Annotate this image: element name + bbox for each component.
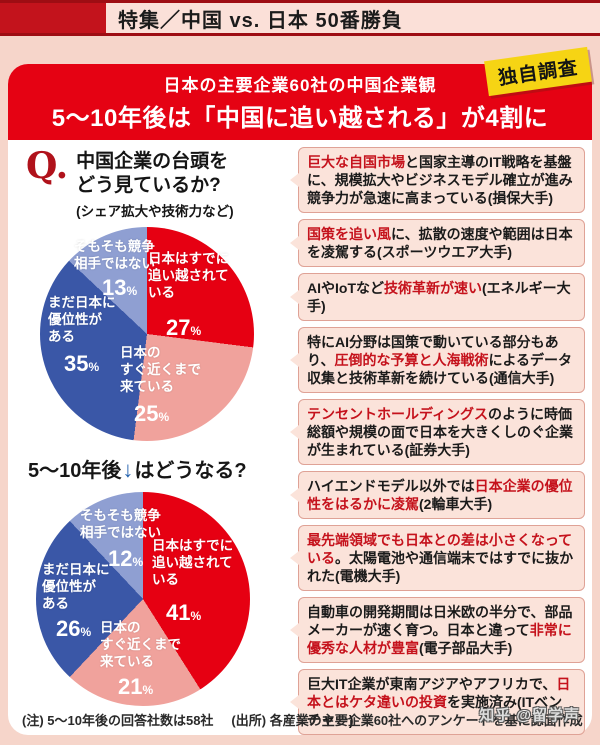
pie-slice-percent: 13% [102, 275, 138, 300]
callout-bubble: ハイエンドモデル以外では日本企業の優位性をはるかに凌駕(2輪車大手) [290, 471, 585, 519]
pie-slice-label: 日本の すぐ近くまで 来ている [120, 345, 201, 394]
future-heading-pre: 5〜10年後 [28, 460, 122, 482]
banner-subtitle: 日本の主要企業60社の中国企業観 [163, 76, 437, 95]
callout-list: 巨大な自国市場と国家主導のIT戦略を基盤に、規模拡大やビジネスモデル確立が進み競… [290, 147, 585, 741]
question-block: Q. 中国企業の台頭を どう見ているか? (シェア拡大や技術力など) [26, 148, 296, 220]
callout-text: のように時価総額や規模の面で日本を大きくしのぐ企業が生まれている [307, 406, 573, 458]
question-line2: どう見ているか? [76, 174, 221, 196]
callout-tail [290, 623, 299, 637]
callout-tail [290, 236, 299, 250]
footer-note-left: (注) 5〜10年後の回答社数は58社 [22, 713, 214, 728]
pie-slice-percent: 27% [166, 315, 202, 340]
callout-text: (証券大手) [404, 442, 470, 458]
future-heading-post: はどうなる? [134, 460, 247, 482]
question-mark: Q. [26, 145, 69, 187]
callout-highlight-text: 非常に優秀な人材が豊富 [307, 622, 572, 656]
pie-slice-label: 日本はすでに 追い越されて いる [152, 538, 234, 587]
callout-text: と国家主導のIT戦略を基盤に、規模拡大やビジネスモデル確立が進み競争力が急速に高… [307, 154, 573, 206]
future-heading: 5〜10年後↓はどうなる? [28, 454, 298, 483]
callout-text: に、拡散の速度や範囲は日本を凌駕する [307, 226, 573, 260]
pie-slice-label: 日本の すぐ近くまで 来ている [100, 620, 181, 669]
callout-tail [290, 425, 299, 439]
callout-text: を実施済み [447, 694, 517, 710]
callout-highlight-text: 日本企業の優位性をはるかに凌駕 [307, 478, 573, 512]
callout-text: (通信大手) [489, 370, 555, 386]
callout-text: (損保大手) [487, 190, 554, 206]
callout-text: (電機大手) [335, 568, 401, 584]
pie-chart-current: 日本はすでに 追い越されて いる 27% 日本の すぐ近くまで 来ている 25% まだ日本に 優位… [40, 227, 254, 441]
callout-bubble: 巨大な自国市場と国家主導のIT戦略を基盤に、規模拡大やビジネスモデル確立が進み競… [290, 147, 585, 213]
callout-tail [290, 551, 299, 565]
callout-text: 自動車の開発期間は日米欧の半分で、部品メーカーが速く育つ。日本と違って [307, 604, 573, 638]
callout-tail [290, 488, 299, 502]
callout-tail [290, 173, 299, 187]
down-arrow-icon: ↓ [122, 457, 134, 482]
masthead-title: 特集／中国 vs. 日本 50番勝負 [118, 9, 403, 32]
callout-bubble: テンセントホールディングスのように時価総額や規模の面で日本を大きくしのぐ企業が生… [290, 399, 585, 465]
callout-tail [290, 695, 299, 709]
callout-highlight-text: テンセントホールディングス [307, 406, 489, 422]
question-text: 中国企業の台頭を どう見ているか? (シェア拡大や技術力など) [76, 148, 234, 220]
pie-slice-label: そもそも競争 相手ではない [80, 508, 161, 540]
callout-highlight-text: 圧倒的な予算と人海戦術 [334, 352, 489, 368]
pie-slice-label: 日本はすでに 追い越されて いる [148, 251, 230, 300]
banner: 日本の主要企業60社の中国企業観 5〜10年後は「中国に追い越される」が4割に … [8, 46, 592, 140]
callout-highlight-text: 国策を追い風 [307, 226, 391, 242]
pie-slice-label: まだ日本に 優位性が ある [48, 295, 116, 344]
pie-slice-label: そもそも競争 相手ではない [74, 239, 155, 271]
masthead-accent-block [0, 3, 106, 33]
callout-text: 巨大IT企業が東南アジアやアフリカで、 [307, 676, 557, 692]
callout-text: ハイエンドモデル以外では [307, 478, 475, 494]
pie-slice-label: まだ日本に 優位性が ある [42, 562, 110, 611]
pie-chart-future: 日本はすでに 追い越されて いる 41% 日本の すぐ近くまで 来ている 21% まだ日本に 優位… [36, 492, 250, 706]
callout-highlight-text: 最先端領域でも日本との差は小さくなっている [307, 532, 573, 566]
callout-tail [290, 290, 299, 304]
callout-text: によるデータ収集と技術革新を続けている [307, 352, 573, 386]
callout-bubble: 特にAI分野は国策で動いている部分もあり、圧倒的な予算と人海戦術によるデータ収集… [290, 327, 585, 393]
survey-card: 日本の主要企業60社の中国企業観 5〜10年後は「中国に追い越される」が4割に … [8, 46, 592, 735]
callout-highlight-text: 技術革新が速い [384, 280, 482, 296]
callout-highlight-text: 巨大な自国市場 [307, 154, 405, 170]
masthead: 特集／中国 vs. 日本 50番勝負 [0, 0, 600, 36]
footer-note-right: (出所) 各産業の主要企業60社へのアンケートを基に誌面作成 [231, 713, 583, 728]
banner-title: 5〜10年後は「中国に追い越される」が4割に [51, 105, 549, 132]
question-note: (シェア拡大や技術力など) [76, 203, 234, 219]
question-line1: 中国企業の台頭を [76, 151, 229, 172]
callout-text: (エネルギー大手) [307, 280, 571, 314]
callout-bubble: 巨大IT企業が東南アジアやアフリカで、日本とはケタ違いの投資を実施済み(ITベン… [290, 669, 585, 735]
footer-note: (注) 5〜10年後の回答社数は58社 (出所) 各産業の主要企業60社へのアンケ… [22, 710, 583, 729]
callout-text: 特にAI分野は国策で動いている部分もあり、 [307, 334, 559, 368]
pie-slice-percent: 41% [166, 600, 202, 625]
callout-bubble: AIやIoTなど技術革新が速い(エネルギー大手) [290, 273, 585, 321]
callout-text: (スポーツウエア大手) [377, 244, 513, 260]
callout-text: AIやIoTなど [307, 280, 384, 296]
callout-text: (2輪車大手) [419, 496, 493, 512]
callout-text: 。太陽電池や通信端末ではすでに抜かれた [307, 550, 574, 584]
callout-text: (ITベンチャー) [307, 694, 563, 728]
pie-slice-percent: 21% [118, 674, 154, 699]
callout-bubble: 最先端領域でも日本との差は小さくなっている。太陽電池や通信端末ではすでに抜かれた… [290, 525, 585, 591]
watermark: 知乎 @留学声 [479, 707, 580, 724]
pie-slice-percent: 26% [56, 616, 92, 641]
original-survey-badge: 独自調査 [484, 46, 592, 97]
callout-highlight-text: 日本とはケタ違いの投資 [307, 676, 571, 710]
pie-slice-percent: 25% [134, 401, 170, 426]
callout-bubble: 国策を追い風に、拡散の速度や範囲は日本を凌駕する(スポーツウエア大手) [290, 219, 585, 267]
callout-bubble: 自動車の開発期間は日米欧の半分で、部品メーカーが速く育つ。日本と違って非常に優秀… [290, 597, 585, 663]
pie-slice-percent: 12% [108, 546, 144, 571]
callout-tail [290, 353, 299, 367]
pie-slice-percent: 35% [64, 351, 100, 376]
callout-text: (電子部品大手) [419, 640, 513, 656]
